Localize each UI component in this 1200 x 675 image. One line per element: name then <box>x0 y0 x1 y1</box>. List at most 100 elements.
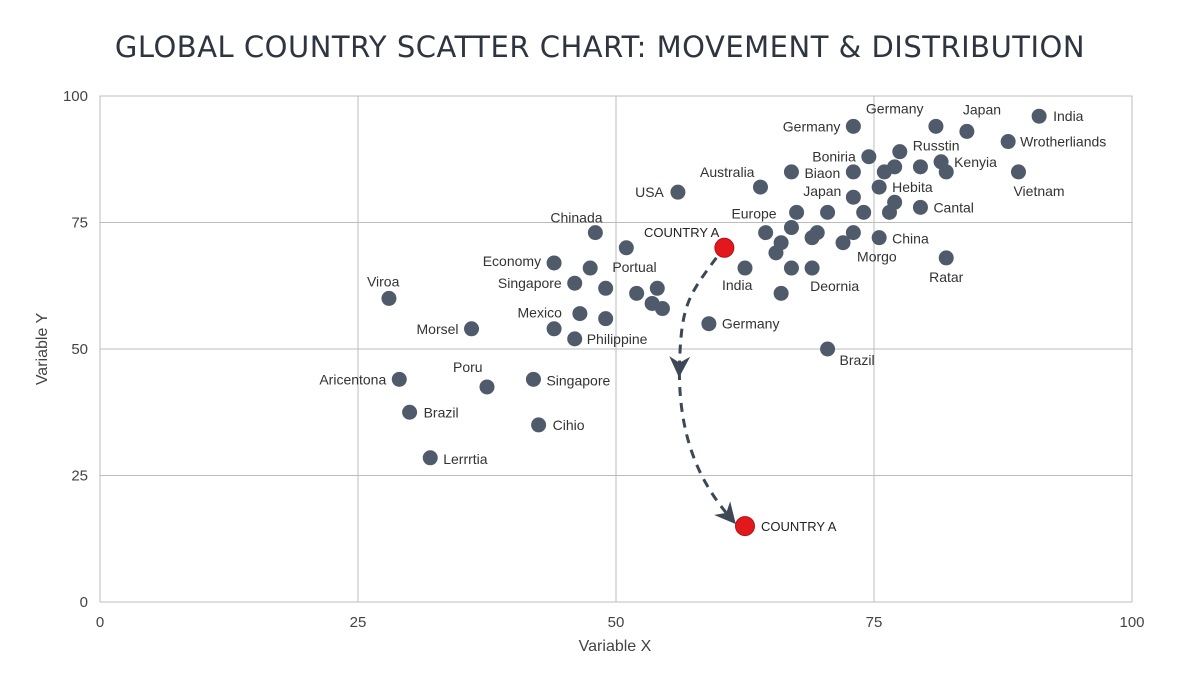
x-tick-label: 0 <box>96 614 104 631</box>
data-point-label: Europe <box>731 205 776 221</box>
data-point <box>546 255 562 271</box>
x-tick-label: 100 <box>1119 614 1144 631</box>
data-point <box>752 179 768 195</box>
data-point <box>758 225 774 241</box>
data-point <box>587 225 603 241</box>
data-point <box>464 321 480 337</box>
highlight-point-end <box>735 516 755 537</box>
data-point <box>773 285 789 301</box>
data-point-label: Economy <box>483 253 541 269</box>
data-point <box>845 164 861 180</box>
x-tick-label: 50 <box>608 614 625 631</box>
data-point-label: Vietnam <box>1013 183 1064 199</box>
data-point <box>649 280 665 296</box>
data-point <box>525 371 541 387</box>
data-point <box>546 321 562 337</box>
data-point-label: India <box>722 277 753 293</box>
data-point-label: Singapore <box>498 275 562 291</box>
y-tick-label: 25 <box>71 468 88 485</box>
data-point <box>701 316 717 332</box>
data-point <box>391 371 407 387</box>
data-point <box>959 123 975 139</box>
data-point <box>835 235 851 251</box>
movement-arrow-lower <box>677 370 736 525</box>
data-point-label: Singapore <box>546 372 610 388</box>
data-point-label: Philippine <box>587 331 648 347</box>
data-point <box>861 149 877 165</box>
data-point-label: Hebita <box>892 179 933 195</box>
data-point <box>892 144 908 160</box>
axes: 0 25 50 75 100 0 25 50 75 100 <box>63 88 1145 631</box>
highlight-label-end: COUNTRY A <box>761 519 837 534</box>
data-point <box>531 417 547 433</box>
data-point <box>629 285 645 301</box>
data-point <box>783 164 799 180</box>
data-point <box>804 260 820 276</box>
data-point <box>820 204 836 220</box>
point-labels: India Japan Germany Wrotherliands Vietnam Ger… <box>319 100 1106 534</box>
data-point-label: Kenyia <box>954 154 997 170</box>
data-point <box>789 204 805 220</box>
data-point-label: India <box>1053 108 1084 124</box>
data-point <box>912 159 928 175</box>
data-point <box>912 199 928 215</box>
points <box>381 108 1047 537</box>
data-point <box>783 260 799 276</box>
data-point-label: Poru <box>453 359 483 375</box>
data-point <box>856 204 872 220</box>
data-point-label: Deornia <box>810 278 859 294</box>
data-point-label: Germany <box>866 100 924 116</box>
data-point <box>928 118 944 134</box>
data-point <box>618 240 634 256</box>
data-point <box>845 118 861 134</box>
data-point <box>768 245 784 261</box>
data-point <box>402 404 418 420</box>
data-point-label: Russtin <box>913 138 960 154</box>
data-point-label: Boniria <box>812 149 856 165</box>
data-point-label: Viroa <box>367 273 400 289</box>
data-point <box>1000 134 1016 150</box>
data-point <box>572 306 588 322</box>
data-point <box>876 164 892 180</box>
grid <box>99 95 1133 603</box>
data-point <box>670 184 686 200</box>
data-point-label: Germany <box>722 316 780 332</box>
chart-title: GLOBAL COUNTRY SCATTER CHART: MOVEMENT &… <box>114 30 1086 64</box>
data-point-label: Morgo <box>857 249 897 265</box>
movement-arrow-upper <box>669 256 718 378</box>
data-point-label: Japan <box>963 101 1001 117</box>
data-point <box>381 290 397 306</box>
data-point-label: Lerrrtia <box>443 451 488 467</box>
y-tick-label: 0 <box>80 594 88 611</box>
data-point-label: Germany <box>783 118 841 134</box>
data-point-label: Aricentona <box>319 371 386 387</box>
data-point-label: Cantal <box>933 199 973 215</box>
data-point <box>871 230 887 246</box>
y-tick-label: 75 <box>71 215 88 232</box>
data-point <box>938 250 954 266</box>
data-point-label: Biaon <box>804 165 840 181</box>
data-point-label: Chinada <box>550 210 602 226</box>
data-point <box>804 230 820 246</box>
data-point-label: Wrotherliands <box>1020 134 1106 150</box>
data-point-label: Mexico <box>518 305 563 321</box>
data-point <box>845 189 861 205</box>
y-tick-label: 50 <box>71 341 88 358</box>
data-point <box>820 341 836 357</box>
highlight-label-start: COUNTRY A <box>644 225 720 240</box>
data-point-label: Brazil <box>840 352 875 368</box>
y-tick-label: 100 <box>63 88 88 105</box>
data-point <box>598 311 614 327</box>
data-point <box>654 301 670 317</box>
data-point <box>567 275 583 291</box>
data-point <box>938 164 954 180</box>
data-point-label: Portual <box>612 259 656 275</box>
data-point <box>881 204 897 220</box>
data-point <box>783 220 799 236</box>
data-point-label: USA <box>635 184 664 200</box>
x-axis-label: Variable X <box>579 638 652 655</box>
data-point-label: China <box>892 231 929 247</box>
data-point <box>598 280 614 296</box>
